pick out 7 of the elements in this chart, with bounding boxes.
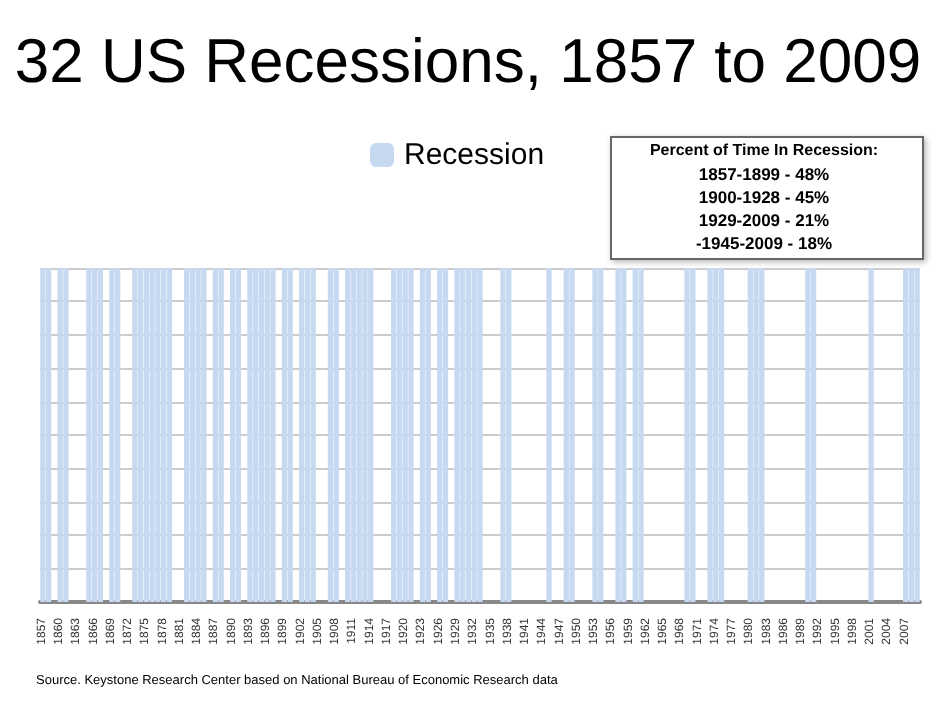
chart-title: 32 US Recessions, 1857 to 2009 <box>14 26 922 96</box>
text: 1900-1928 - 45% <box>698 187 831 207</box>
text: -1945-2009 - 18% <box>695 233 833 253</box>
text: Percent of Time In Recession: <box>649 141 879 159</box>
text: 1929-2009 - 21% <box>698 210 831 230</box>
legend-label: Recession <box>404 138 545 172</box>
text: 1857-1899 - 48% <box>698 164 831 184</box>
